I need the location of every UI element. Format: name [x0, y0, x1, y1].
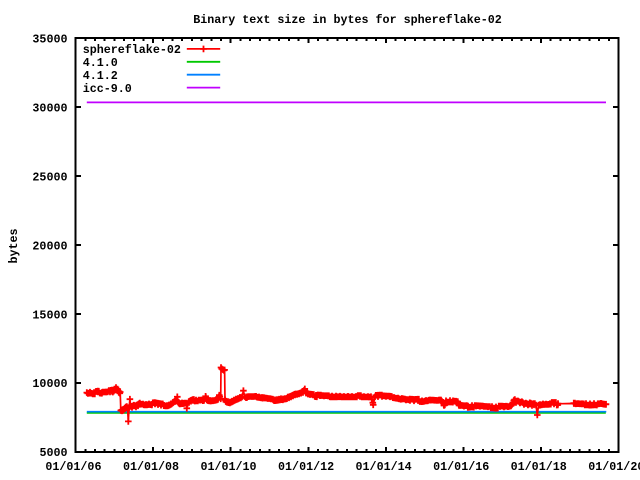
svg-text:bytes: bytes: [7, 228, 21, 263]
svg-text:01/01/18: 01/01/18: [511, 460, 567, 474]
svg-text:Binary text size in bytes for: Binary text size in bytes for sphereflak…: [193, 13, 502, 27]
svg-text:01/01/12: 01/01/12: [278, 460, 334, 474]
svg-text:01/01/10: 01/01/10: [200, 460, 256, 474]
svg-text:01/01/20: 01/01/20: [588, 460, 640, 474]
svg-text:10000: 10000: [32, 377, 67, 391]
svg-text:sphereflake-02: sphereflake-02: [83, 43, 181, 57]
svg-text:20000: 20000: [32, 239, 67, 253]
svg-text:icc-9.0: icc-9.0: [83, 82, 132, 96]
svg-text:01/01/16: 01/01/16: [433, 460, 489, 474]
svg-text:30000: 30000: [32, 101, 67, 115]
svg-text:01/01/06: 01/01/06: [45, 460, 101, 474]
svg-text:25000: 25000: [32, 170, 67, 184]
svg-text:15000: 15000: [32, 308, 67, 322]
svg-text:4.1.2: 4.1.2: [83, 69, 118, 83]
svg-text:01/01/08: 01/01/08: [123, 460, 179, 474]
svg-text:35000: 35000: [32, 32, 67, 46]
svg-text:5000: 5000: [39, 446, 67, 460]
svg-text:01/01/14: 01/01/14: [356, 460, 412, 474]
svg-text:4.1.0: 4.1.0: [83, 56, 118, 70]
